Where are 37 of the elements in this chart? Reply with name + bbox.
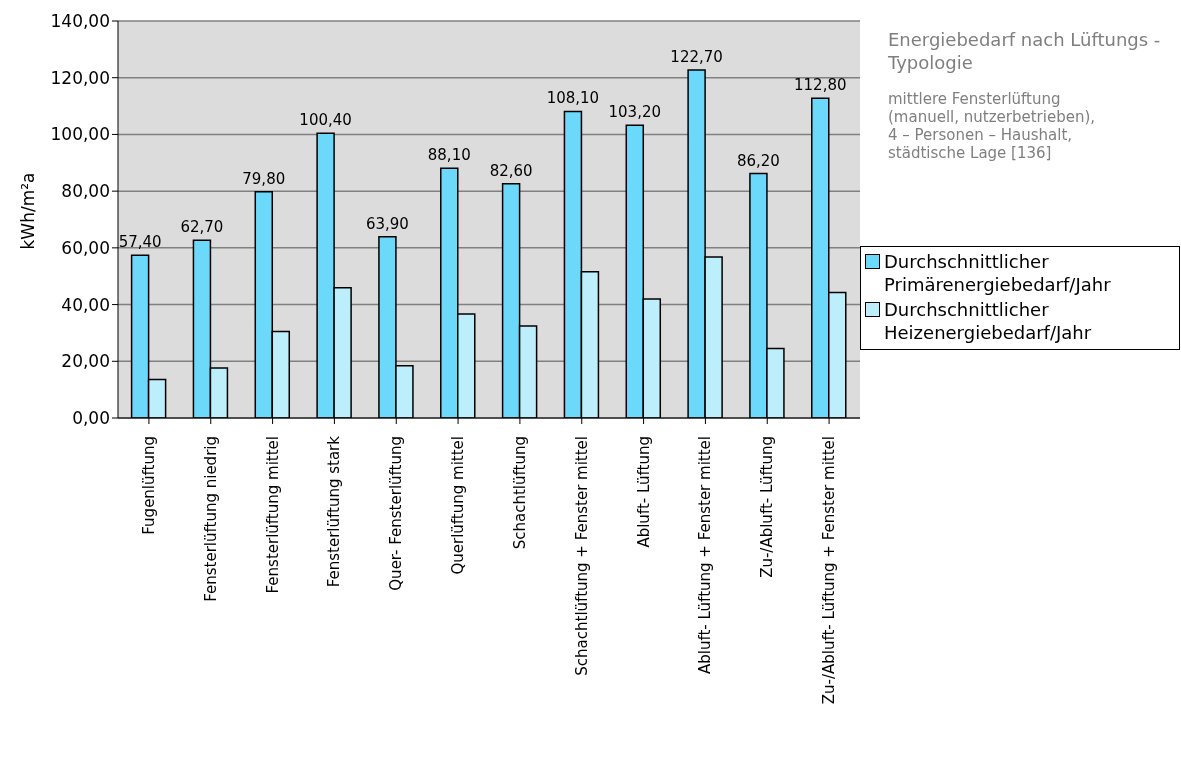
y-tick-label: 140,00 [50,11,110,32]
data-label: 100,40 [299,111,352,130]
data-label: 86,20 [736,151,780,170]
text: mittlere Fensterlüftung (manuell, nutzerbetrieben), 4 – Personen – Haushalt, städtische Lage [136] [888,90,1096,162]
data-label: 88,10 [427,146,471,165]
y-tick-label: 0,00 [72,408,110,429]
data-label: 63,90 [365,214,409,233]
y-tick-label: 80,00 [61,181,110,202]
text: Energiebedarf nach Lüftungs - Typologie [888,28,1162,74]
y-tick-label: 120,00 [50,67,110,88]
data-label: 57,40 [118,233,162,252]
legend-label: Durchschnittlicher Heizenergiebedarf/Jahr [884,298,1093,344]
x-tick-label: Schachtlüftung [510,436,529,550]
x-tick-label: Zu-/Abluft- Lüftung [758,436,777,578]
x-tick-label: Fensterlüftung stark [325,435,344,588]
data-label: 103,20 [608,103,662,122]
data-label: 112,80 [794,76,847,95]
y-tick-label: 40,00 [61,294,110,315]
x-tick-label: Abluft- Lüftung [634,436,653,548]
x-tick-label: Fugenlüftung [139,436,158,535]
x-tick-label: Querlüftung mittel [449,436,468,575]
y-axis-title: kWh/m²a [18,172,39,250]
y-tick-label: 20,00 [61,351,110,372]
data-label: 122,70 [670,48,723,67]
y-tick-label: 60,00 [61,237,110,258]
y-tick-label: 100,00 [50,124,110,145]
legend-label: Durchschnittlicher Primärenergiebedarf/Jahr [884,250,1112,296]
data-label: 108,10 [546,89,600,108]
x-tick-label: Schachtlüftung + Fenster mittel [572,436,591,676]
x-tick-label: Abluft- Lüftung + Fenster mittel [696,436,715,675]
x-tick-label: Zu-/Abluft- Lüftung + Fenster mittel [820,436,839,705]
x-tick-label: Fensterlüftung niedrig [201,436,220,602]
x-tick-label: Quer- Fensterlüftung [387,436,406,591]
x-tick-label: Fensterlüftung mittel [263,436,282,594]
data-label: 62,70 [180,218,224,237]
data-label: 79,80 [242,169,286,188]
data-label: 82,60 [489,161,533,180]
